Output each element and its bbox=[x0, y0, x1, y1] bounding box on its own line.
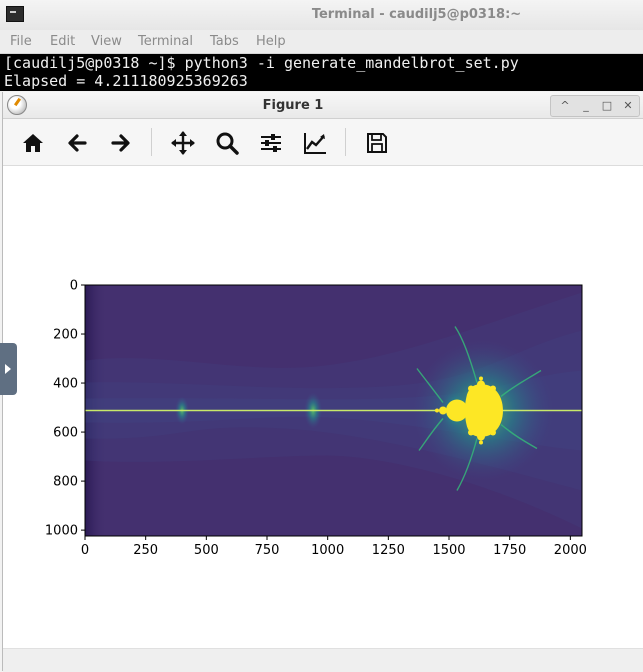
edit-curves-icon bbox=[304, 133, 326, 154]
filament bbox=[416, 368, 444, 403]
y-tick-label: 1000 bbox=[45, 524, 78, 539]
minimize-icon[interactable]: _ bbox=[583, 99, 589, 112]
pan-icon bbox=[171, 131, 195, 155]
menu-edit[interactable]: Edit bbox=[50, 34, 76, 49]
filament bbox=[454, 326, 478, 383]
mandelbrot-small-bulb bbox=[434, 408, 439, 413]
filament bbox=[500, 369, 542, 398]
x-tick-label: 1250 bbox=[372, 543, 405, 558]
x-tick-label: 1750 bbox=[493, 543, 526, 558]
edit-curves-button[interactable] bbox=[301, 129, 329, 157]
terminal-line-command: [caudilj5@p0318 ~]$ python3 -i generate_… bbox=[4, 54, 519, 72]
mandelbrot-heatmap[interactable]: 0 250 500 750 1000 1250 1500 1750 2000 0 200 400 60… bbox=[3, 166, 643, 648]
menu-file[interactable]: File bbox=[10, 34, 32, 49]
menu-terminal[interactable]: Terminal bbox=[138, 34, 193, 49]
matplotlib-logo-icon bbox=[7, 95, 27, 115]
zoom-button[interactable] bbox=[213, 129, 241, 157]
menu-tabs[interactable]: Tabs bbox=[210, 34, 239, 49]
x-tick-label: 250 bbox=[133, 543, 158, 558]
x-tick-label: 2000 bbox=[554, 543, 587, 558]
terminal-app-icon bbox=[6, 6, 24, 22]
figure-title: Figure 1 bbox=[262, 98, 324, 113]
terminal-menubar: File Edit View Terminal Tabs Help bbox=[0, 30, 643, 54]
x-tick-label: 1000 bbox=[311, 543, 344, 558]
filament bbox=[456, 438, 478, 491]
figure-canvas[interactable]: 0 250 500 750 1000 1250 1500 1750 2000 0 200 400 60… bbox=[3, 166, 643, 648]
terminal-title: Terminal - caudilj5@p0318:~ bbox=[311, 7, 522, 22]
x-tick-label: 750 bbox=[255, 543, 280, 558]
figure-window: Figure 1 ^ _ □ ✕ bbox=[2, 92, 643, 672]
terminal-output[interactable]: [caudilj5@p0318 ~]$ python3 -i generate_… bbox=[0, 54, 643, 91]
mandelbrot-cardioid bbox=[464, 384, 503, 437]
mandelbrot-period2-bulb bbox=[445, 399, 468, 422]
filament bbox=[500, 423, 538, 450]
x-tick-label: 0 bbox=[81, 543, 89, 558]
figure-titlebar[interactable]: Figure 1 ^ _ □ ✕ bbox=[3, 92, 643, 119]
mandelbrot-bulb bbox=[476, 380, 485, 389]
pan-button[interactable] bbox=[169, 129, 197, 157]
panel-expander-handle[interactable] bbox=[0, 343, 17, 395]
subplots-icon bbox=[261, 134, 281, 152]
subplots-button[interactable] bbox=[257, 129, 285, 157]
figure-statusbar bbox=[3, 648, 643, 672]
menu-view[interactable]: View bbox=[91, 34, 122, 49]
keep-above-icon[interactable]: ^ bbox=[560, 99, 570, 112]
y-axis: 0 200 400 600 800 1000 bbox=[45, 279, 85, 539]
close-icon[interactable]: ✕ bbox=[623, 99, 633, 112]
toolbar-separator bbox=[151, 128, 152, 156]
terminal-line-output: Elapsed = 4.211180925369263 bbox=[4, 72, 248, 90]
figure-toolbar bbox=[3, 119, 643, 166]
mandelbrot-bulb bbox=[476, 432, 485, 441]
y-tick-label: 0 bbox=[70, 279, 78, 294]
y-tick-label: 600 bbox=[53, 426, 78, 441]
mandelbrot-bulb bbox=[467, 385, 474, 392]
y-tick-label: 400 bbox=[53, 377, 78, 392]
plot-area bbox=[84, 284, 583, 537]
back-arrow-icon bbox=[68, 134, 87, 152]
mandelbrot-bulb bbox=[467, 429, 474, 436]
mandelbrot-antenna-bulb bbox=[478, 376, 483, 381]
mandelbrot-bulb bbox=[489, 385, 496, 392]
mandelbrot-antenna-bulb bbox=[478, 440, 483, 445]
forward-arrow-icon bbox=[111, 134, 130, 152]
x-tick-label: 500 bbox=[194, 543, 219, 558]
axes-frame bbox=[84, 284, 583, 537]
menu-help[interactable]: Help bbox=[256, 34, 286, 49]
maximize-icon[interactable]: □ bbox=[601, 99, 613, 112]
x-axis: 0 250 500 750 1000 1250 1500 1750 2000 bbox=[81, 536, 587, 558]
toolbar-separator bbox=[345, 128, 346, 156]
home-button[interactable] bbox=[19, 129, 47, 157]
window-buttons: ^ _ □ ✕ bbox=[550, 95, 640, 117]
save-icon bbox=[367, 133, 387, 153]
zoom-icon bbox=[216, 132, 239, 155]
mandelbrot-bulb bbox=[489, 429, 496, 436]
mandelbrot-small-bulb bbox=[438, 406, 447, 415]
terminal-titlebar[interactable]: Terminal - caudilj5@p0318:~ bbox=[0, 0, 643, 31]
back-button[interactable] bbox=[63, 129, 91, 157]
home-icon bbox=[23, 134, 43, 152]
y-tick-label: 800 bbox=[53, 475, 78, 490]
y-tick-label: 200 bbox=[53, 328, 78, 343]
save-button[interactable] bbox=[363, 129, 391, 157]
forward-button[interactable] bbox=[107, 129, 135, 157]
x-tick-label: 1500 bbox=[432, 543, 465, 558]
filament bbox=[418, 418, 444, 451]
